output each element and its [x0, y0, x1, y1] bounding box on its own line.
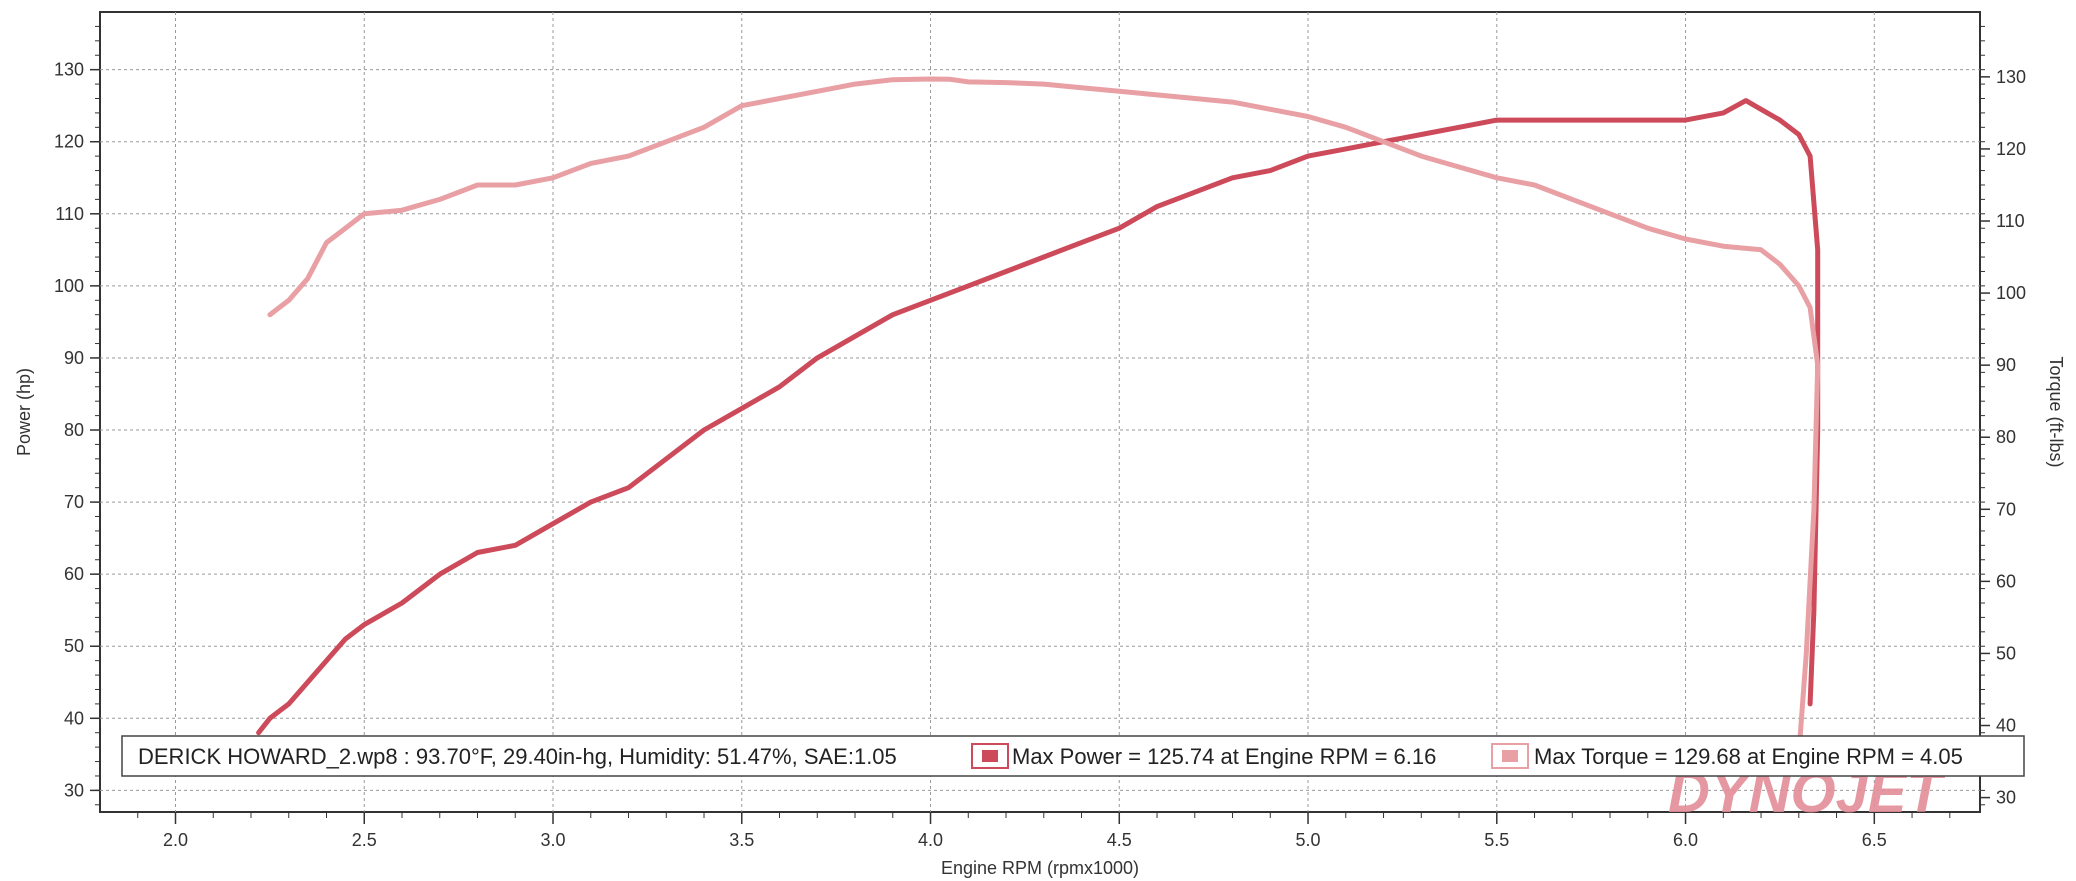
- y-tick-label: 40: [64, 708, 84, 728]
- y2-tick-label: 110: [1996, 211, 2025, 231]
- grid-lines: [100, 12, 1980, 812]
- y-tick-label: 80: [64, 420, 84, 440]
- y2-tick-label: 80: [1996, 427, 2016, 447]
- x-tick-label: 3.0: [540, 830, 565, 850]
- x-tick-label: 5.5: [1484, 830, 1509, 850]
- y-tick-label: 100: [54, 276, 84, 296]
- legend-torque-swatch-fill: [1502, 750, 1518, 762]
- x-tick-label: 4.0: [918, 830, 943, 850]
- series-line-power: [256, 98, 1821, 736]
- y-tick-label: 50: [64, 636, 84, 656]
- y2-tick-label: 100: [1996, 283, 2026, 303]
- plot-area: [99, 11, 1981, 813]
- series-line-torque: [267, 76, 1821, 757]
- y2-tick-label: 90: [1996, 355, 2016, 375]
- legend-torque-summary: Max Torque = 129.68 at Engine RPM = 4.05: [1534, 744, 1963, 769]
- y2-tick-label: 70: [1996, 499, 2016, 519]
- x-axis-ticks: 2.0 2.5 3.0 3.5 4.0 4.5 5.0 5.5 6.0 6.5: [137, 812, 1951, 850]
- y2-tick-label: 60: [1996, 571, 2016, 591]
- y-tick-label: 130: [54, 60, 84, 80]
- y2-tick-label: 30: [1996, 788, 2016, 808]
- y-tick-label: 90: [64, 348, 84, 368]
- y2-tick-label: 120: [1996, 139, 2026, 159]
- y-tick-label: 110: [55, 204, 84, 224]
- x-tick-label: 6.5: [1862, 830, 1887, 850]
- y-axis-label: Power (hp): [14, 368, 34, 456]
- right-axis-ticks: 30 40 50 60 70 80 90 100 110 120 130: [1980, 25, 2026, 808]
- y2-tick-label: 40: [1996, 716, 2016, 736]
- legend-frame: [121, 735, 2025, 777]
- x-tick-label: 5.0: [1296, 830, 1321, 850]
- legend-box: DERICK HOWARD_2.wp8 : 93.70°F, 29.40in-h…: [121, 735, 2025, 777]
- y-tick-label: 30: [64, 780, 84, 800]
- y-tick-label: 70: [64, 492, 84, 512]
- x-tick-label: 4.5: [1107, 830, 1132, 850]
- x-tick-label: 2.5: [352, 830, 377, 850]
- y-tick-label: 120: [54, 132, 84, 152]
- y2-axis-label: Torque (ft-lbs): [2046, 356, 2066, 467]
- y-tick-label: 60: [64, 564, 84, 584]
- x-axis-label: Engine RPM (rpmx1000): [941, 858, 1139, 878]
- series-group: [256, 76, 1821, 757]
- x-tick-label: 2.0: [163, 830, 188, 850]
- x-tick-label: 6.0: [1673, 830, 1698, 850]
- y2-tick-label: 50: [1996, 643, 2016, 663]
- x-tick-label: 3.5: [729, 830, 754, 850]
- legend-power-summary: Max Power = 125.74 at Engine RPM = 6.16: [1012, 744, 1436, 769]
- legend-power-swatch-fill: [982, 750, 998, 762]
- left-axis-ticks: 30 40 50 60 70 80 90 100 110 120 130: [54, 25, 100, 806]
- y2-tick-label: 130: [1996, 67, 2026, 87]
- legend-run-info: DERICK HOWARD_2.wp8 : 93.70°F, 29.40in-h…: [138, 744, 897, 769]
